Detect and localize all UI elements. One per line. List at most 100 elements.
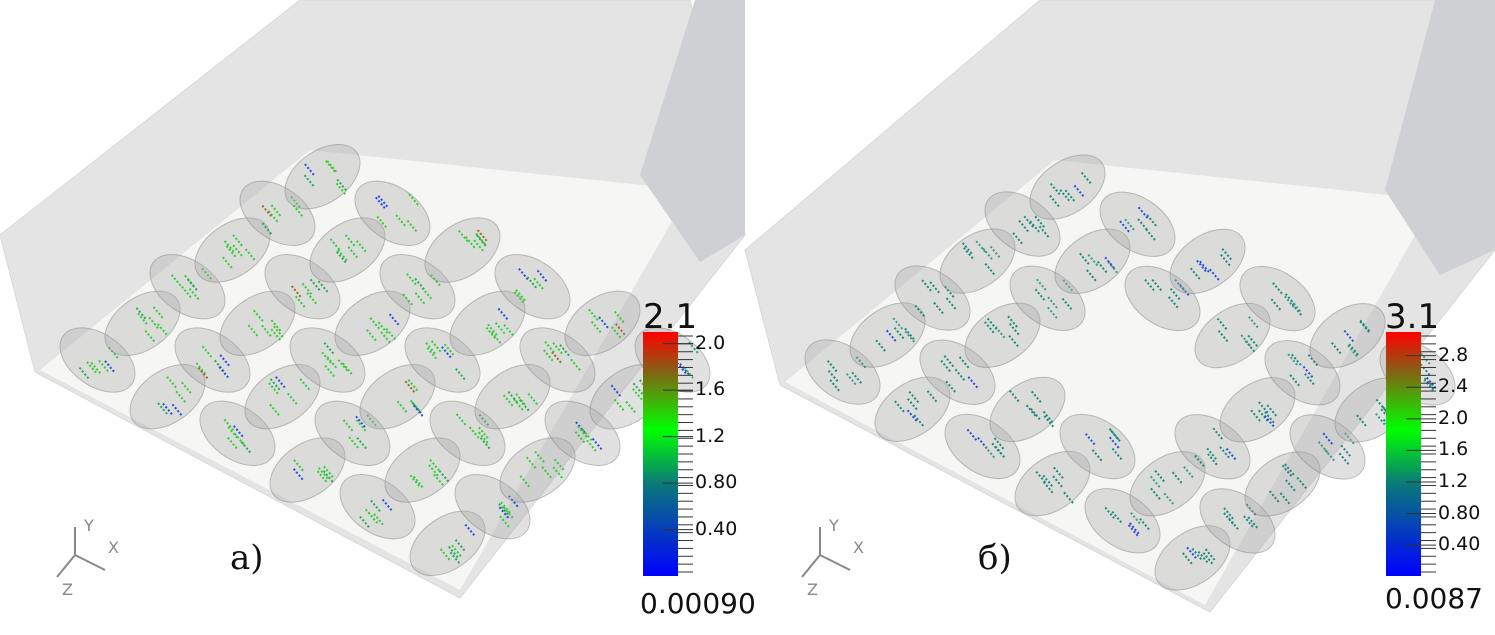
velocity-streak bbox=[502, 394, 515, 408]
velocity-streak bbox=[515, 393, 527, 407]
velocity-streak bbox=[1419, 363, 1432, 377]
velocity-streak bbox=[598, 316, 610, 330]
velocity-streak bbox=[1087, 254, 1100, 268]
fiber-tube bbox=[59, 327, 136, 393]
velocity-streak bbox=[500, 501, 512, 515]
velocity-streak bbox=[1108, 436, 1121, 450]
box-floor bbox=[785, 160, 1435, 605]
velocity-streak bbox=[1330, 342, 1343, 356]
velocity-streak bbox=[294, 295, 307, 309]
velocity-streak bbox=[227, 436, 239, 451]
velocity-streak bbox=[270, 319, 283, 333]
fiber-tube bbox=[129, 364, 206, 430]
velocity-streak bbox=[267, 210, 280, 224]
colorbar-tick-label: 1.6 bbox=[1438, 438, 1469, 461]
velocity-streak bbox=[98, 359, 110, 374]
panel-b bbox=[744, 0, 1495, 613]
velocity-streak bbox=[270, 204, 283, 218]
velocity-streak bbox=[1018, 219, 1030, 234]
velocity-streak bbox=[135, 307, 148, 321]
velocity-streak bbox=[525, 456, 538, 470]
fiber-tube bbox=[199, 400, 276, 466]
velocity-streak bbox=[373, 513, 385, 527]
velocity-streak bbox=[610, 384, 623, 398]
velocity-streak bbox=[201, 267, 213, 281]
velocity-streak bbox=[1146, 214, 1158, 228]
velocity-streak bbox=[519, 475, 532, 489]
velocity-streak bbox=[1111, 510, 1124, 525]
velocity-streak bbox=[287, 392, 299, 406]
velocity-streak bbox=[1183, 466, 1195, 480]
colorbar-tick-label: 1.6 bbox=[695, 378, 726, 401]
velocity-streak bbox=[375, 196, 387, 211]
velocity-streak bbox=[1223, 512, 1235, 526]
velocity-streak bbox=[385, 328, 398, 342]
velocity-streak bbox=[1049, 182, 1062, 197]
velocity-streak bbox=[1258, 409, 1270, 423]
fiber-tube bbox=[1174, 414, 1251, 480]
velocity-streak bbox=[317, 467, 330, 481]
fiber-tube bbox=[1264, 340, 1341, 406]
fiber-tube bbox=[894, 265, 971, 331]
velocity-streak bbox=[430, 274, 442, 288]
velocity-streak bbox=[292, 204, 305, 218]
axis-z-icon bbox=[801, 554, 821, 578]
velocity-streak bbox=[498, 503, 510, 517]
velocity-streak bbox=[188, 287, 201, 302]
fiber-tube bbox=[1129, 451, 1206, 517]
velocity-streak bbox=[1216, 317, 1229, 332]
velocity-streak bbox=[275, 376, 287, 390]
axis-y-label-a: Y bbox=[84, 516, 94, 535]
velocity-streak bbox=[335, 182, 348, 197]
fiber-tube bbox=[1169, 228, 1246, 295]
fiber-tube bbox=[499, 437, 576, 503]
velocity-streak bbox=[322, 470, 335, 484]
velocity-streak bbox=[625, 400, 637, 415]
colorbar-tick-label: 1.2 bbox=[695, 424, 726, 447]
velocity-streak bbox=[1243, 515, 1255, 529]
velocity-streak bbox=[1062, 279, 1075, 293]
velocity-streak bbox=[324, 365, 336, 379]
velocity-streak bbox=[1052, 475, 1064, 489]
fiber-tube bbox=[944, 413, 1021, 480]
colorbar-tick-label: 0.80 bbox=[695, 471, 738, 494]
box-side-face bbox=[1385, 0, 1495, 275]
velocity-streak bbox=[443, 343, 456, 357]
velocity-streak bbox=[940, 359, 952, 374]
velocity-streak bbox=[1202, 552, 1215, 566]
velocity-streak bbox=[913, 414, 925, 428]
velocity-streak bbox=[108, 346, 120, 360]
velocity-streak bbox=[893, 327, 906, 341]
velocity-streak bbox=[498, 506, 511, 520]
velocity-streak bbox=[515, 289, 527, 303]
velocity-streak bbox=[904, 327, 916, 342]
velocity-streak bbox=[967, 376, 980, 390]
velocity-streak bbox=[317, 280, 330, 294]
velocity-streak bbox=[1096, 260, 1109, 275]
fiber-tube bbox=[804, 339, 881, 405]
velocity-streak bbox=[261, 324, 273, 339]
velocity-streak bbox=[1151, 278, 1164, 293]
fiber-tube bbox=[1059, 413, 1136, 480]
velocity-streak bbox=[1079, 252, 1091, 267]
axis-x-icon bbox=[74, 554, 106, 571]
velocity-streak bbox=[1322, 432, 1335, 446]
velocity-streak bbox=[1137, 218, 1149, 232]
velocity-streak bbox=[1025, 404, 1038, 418]
velocity-streak bbox=[591, 437, 604, 452]
velocity-streak bbox=[336, 178, 348, 193]
velocity-streak bbox=[1110, 429, 1122, 444]
velocity-streak bbox=[426, 347, 439, 361]
fiber-tube bbox=[239, 180, 316, 246]
velocity-streak bbox=[954, 368, 967, 383]
velocity-streak bbox=[1343, 329, 1356, 344]
velocity-streak bbox=[342, 419, 355, 433]
velocity-streak bbox=[966, 428, 979, 443]
velocity-streak bbox=[90, 361, 103, 376]
colorbar-tick-label: 2.0 bbox=[1438, 406, 1469, 429]
fiber-tube bbox=[264, 254, 341, 320]
velocity-streak bbox=[1073, 184, 1086, 199]
velocity-streak bbox=[1150, 487, 1162, 501]
velocity-streak bbox=[1084, 433, 1097, 447]
velocity-streak bbox=[1107, 261, 1120, 275]
